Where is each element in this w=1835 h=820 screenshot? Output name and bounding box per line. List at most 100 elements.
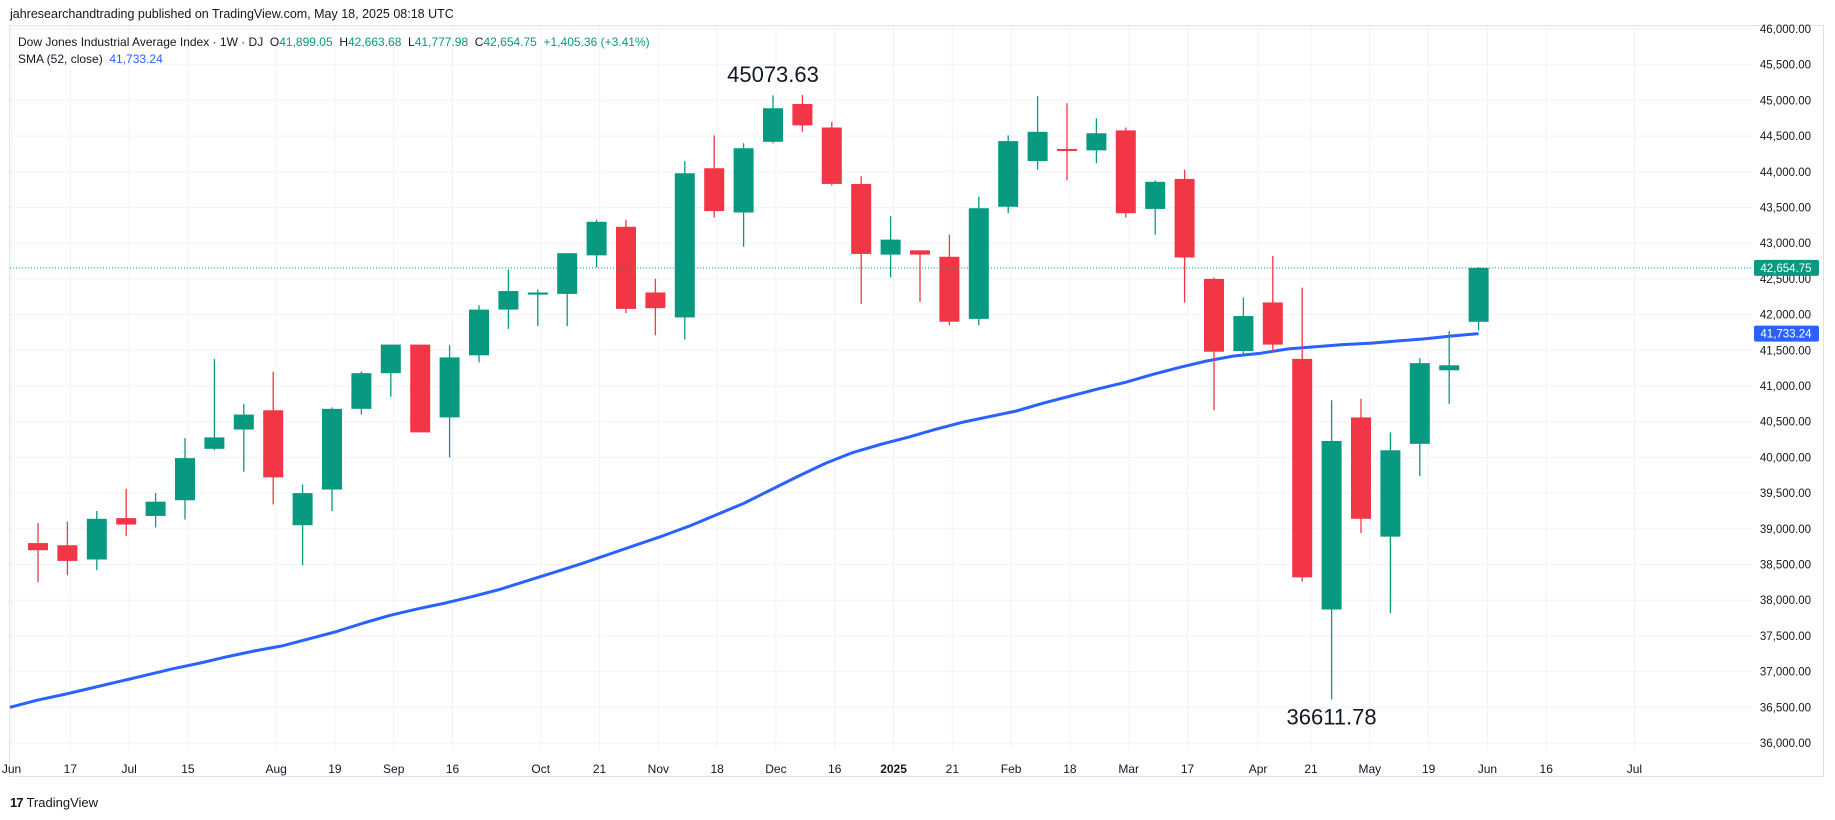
y-tick-label: 40,500.00 bbox=[1760, 417, 1811, 429]
candle bbox=[1351, 398, 1371, 534]
candle-body bbox=[792, 103, 813, 126]
candle bbox=[1262, 256, 1283, 352]
candle-body bbox=[1204, 278, 1224, 352]
candle-body bbox=[910, 250, 930, 255]
sma-line-layer bbox=[9, 332, 1479, 709]
published-info: jahresearchandtrading published on Tradi… bbox=[10, 7, 454, 21]
x-tick-label: 21 bbox=[593, 762, 607, 776]
candle-body bbox=[1468, 267, 1489, 322]
candle bbox=[1145, 180, 1166, 235]
candle bbox=[410, 344, 431, 433]
y-tick-label: 40,000.00 bbox=[1760, 452, 1811, 464]
candle-body bbox=[145, 501, 166, 516]
y-tick-label: 39,000.00 bbox=[1760, 524, 1811, 536]
close-label: C bbox=[474, 35, 484, 49]
candle bbox=[469, 305, 489, 363]
candle bbox=[851, 176, 872, 304]
candle bbox=[351, 371, 372, 415]
candle bbox=[1086, 118, 1107, 164]
x-tick-label: Nov bbox=[648, 762, 669, 776]
candle bbox=[998, 135, 1019, 214]
open-value: 41,899.05 bbox=[279, 35, 333, 49]
candle-body bbox=[1439, 365, 1460, 371]
x-tick-label: 21 bbox=[946, 762, 960, 776]
candle-body bbox=[527, 292, 548, 295]
candle-body bbox=[557, 253, 578, 294]
candle bbox=[498, 269, 519, 329]
candle-body bbox=[1380, 450, 1401, 537]
candle-body bbox=[1057, 148, 1077, 151]
chart-frame bbox=[9, 25, 1824, 777]
x-tick-label: Dec bbox=[765, 762, 786, 776]
sma-legend-row: SMA (52, close) 41,733.24 bbox=[18, 51, 650, 68]
x-tick-label: 15 bbox=[181, 762, 195, 776]
candle bbox=[939, 234, 960, 326]
candle bbox=[57, 521, 78, 576]
candle-body bbox=[263, 410, 284, 478]
candle-body bbox=[1409, 363, 1430, 444]
grid-lines bbox=[10, 26, 1752, 750]
candle bbox=[586, 219, 607, 268]
tradingview-logo[interactable]: 17 TradingView bbox=[10, 795, 98, 810]
y-tick-label: 43,500.00 bbox=[1760, 203, 1811, 215]
candle-body bbox=[498, 291, 519, 310]
y-tick-label: 36,000.00 bbox=[1760, 738, 1811, 750]
y-tick-label: 46,000.00 bbox=[1760, 24, 1811, 36]
x-tick-label: 17 bbox=[64, 762, 78, 776]
x-tick-label: Jun bbox=[2, 762, 21, 776]
candle-body bbox=[86, 518, 107, 560]
y-tick-label: 36,500.00 bbox=[1760, 702, 1811, 714]
candle-body bbox=[322, 408, 342, 490]
candle bbox=[1292, 287, 1313, 582]
y-tick-label: 42,000.00 bbox=[1760, 310, 1811, 322]
low-label: L bbox=[408, 35, 415, 49]
candle bbox=[968, 196, 989, 326]
close-value: 42,654.75 bbox=[483, 35, 537, 49]
candle-body bbox=[204, 437, 225, 449]
candle-body bbox=[28, 543, 48, 551]
candle-body bbox=[1174, 178, 1195, 258]
candle-body bbox=[469, 309, 489, 356]
candle-body bbox=[1292, 358, 1313, 578]
symbol-label[interactable]: Dow Jones Industrial Average Index · 1W … bbox=[18, 35, 264, 49]
candle bbox=[1439, 331, 1460, 404]
candle bbox=[910, 250, 930, 302]
candle-body bbox=[233, 414, 254, 430]
candle-body bbox=[880, 239, 901, 255]
candle bbox=[763, 95, 783, 144]
x-tick-label: Jul bbox=[121, 762, 136, 776]
candles-layer bbox=[28, 95, 1489, 700]
candle bbox=[557, 253, 578, 327]
candle bbox=[380, 344, 401, 397]
candle-body bbox=[292, 493, 313, 526]
candle-body bbox=[57, 545, 78, 561]
candle-body bbox=[380, 344, 401, 374]
candle-body bbox=[175, 458, 195, 501]
sma-price-tag bbox=[1754, 325, 1819, 342]
price-annotation: 45073.63 bbox=[727, 62, 819, 87]
x-tick-label: 17 bbox=[1181, 762, 1195, 776]
open-label: O bbox=[269, 35, 280, 49]
candle-body bbox=[645, 292, 666, 309]
sma-label[interactable]: SMA (52, close) bbox=[18, 52, 103, 66]
candle bbox=[292, 484, 313, 566]
y-tick-label: 41,000.00 bbox=[1760, 381, 1811, 393]
candle bbox=[233, 403, 254, 472]
candle bbox=[1027, 96, 1048, 170]
y-tick-label: 45,000.00 bbox=[1760, 95, 1811, 107]
high-label: H bbox=[339, 35, 348, 49]
y-tick-label: 41,500.00 bbox=[1760, 345, 1811, 357]
candle-body bbox=[439, 357, 460, 418]
candle-body bbox=[1145, 181, 1166, 209]
sma-line bbox=[9, 332, 1479, 709]
y-tick-label: 37,000.00 bbox=[1760, 667, 1811, 679]
candle-body bbox=[821, 127, 842, 184]
x-tick-label: Aug bbox=[265, 762, 286, 776]
candle bbox=[616, 219, 636, 314]
x-tick-label: 19 bbox=[1422, 762, 1436, 776]
x-tick-label: 2025 bbox=[880, 762, 907, 776]
candle-body bbox=[1115, 130, 1136, 214]
candle-body bbox=[1027, 131, 1048, 162]
candle-body bbox=[410, 344, 431, 433]
